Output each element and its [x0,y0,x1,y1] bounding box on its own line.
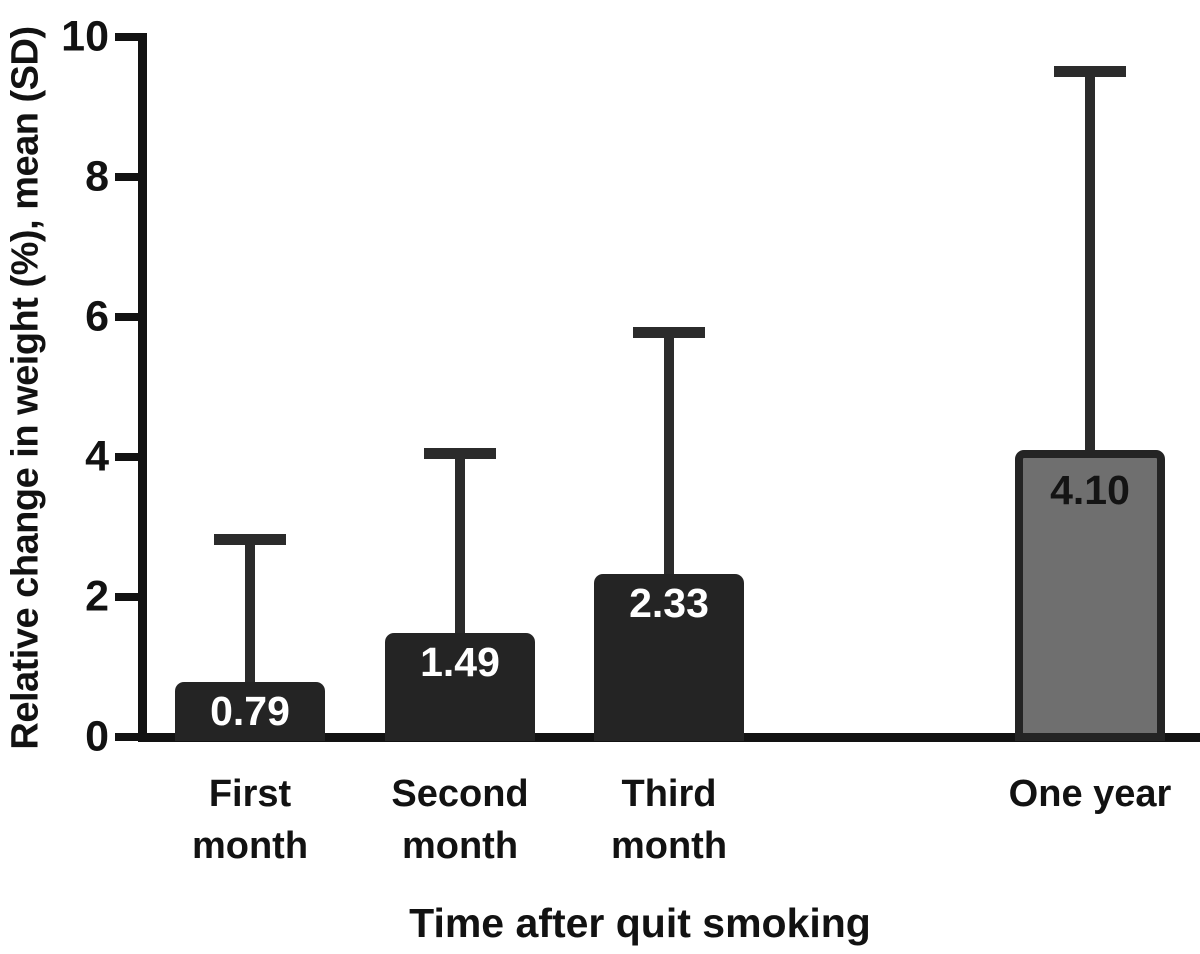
x-axis-title: Time after quit smoking [409,900,871,946]
y-tick-label: 0 [85,712,109,761]
y-tick-label: 10 [61,12,109,61]
x-category-label-line: First [208,773,292,815]
y-axis-title: Relative change in weight (%), mean (SD) [4,26,47,750]
y-tick [115,313,138,321]
error-bar-cap [424,447,496,459]
y-tick [115,173,138,181]
x-category-label-line: Second [391,773,529,815]
bar-one-year: 4.10 [1015,450,1165,741]
x-category-label: Second month [300,768,620,872]
y-tick-label: 6 [85,292,109,341]
x-category-label: One year [930,768,1200,820]
bar-first-month: 0.79 [175,681,325,741]
y-tick [115,33,138,41]
error-bar-cap [214,533,286,545]
error-bar-cap [1054,66,1126,78]
bar-value-label: 0.79 [210,687,290,734]
bar-third-month: 2.33 [594,573,744,741]
x-category-label-line: month [610,825,728,867]
y-tick [115,733,138,741]
error-bar-cap [633,326,705,338]
bar-value-label: 4.10 [1050,467,1130,513]
error-bar-stem [664,326,674,574]
y-axis-line [138,33,147,741]
y-tick-label: 8 [85,152,109,201]
y-tick [115,453,138,461]
x-category-label-line: month [401,825,519,867]
y-tick [115,593,138,601]
x-category-label-line: Third [621,773,717,815]
error-bar-stem [1085,66,1095,450]
bar-value-label: 1.49 [420,638,500,685]
error-bar-stem [245,533,255,682]
x-category-label: First month [90,768,410,872]
x-category-label-line: One year [1008,773,1172,815]
error-bar-stem [455,447,465,633]
bar-value-label: 2.33 [629,579,709,626]
y-tick-label: 4 [85,432,109,481]
bar-second-month: 1.49 [385,632,535,741]
y-tick-label: 2 [85,572,109,621]
x-category-label: Third month [509,768,829,872]
x-category-label-line: month [191,825,309,867]
